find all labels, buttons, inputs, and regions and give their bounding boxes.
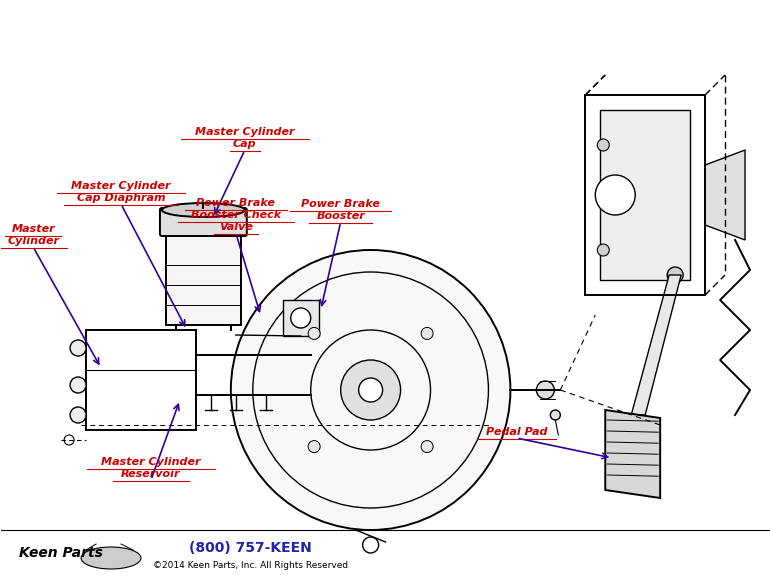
Text: Cap Diaphram: Cap Diaphram	[77, 193, 166, 203]
Text: Cylinder: Cylinder	[7, 236, 59, 246]
Text: Master Cylinder: Master Cylinder	[101, 457, 201, 467]
Text: Master Cylinder: Master Cylinder	[72, 181, 171, 191]
Ellipse shape	[81, 547, 141, 569]
Circle shape	[551, 410, 561, 420]
Circle shape	[421, 441, 433, 453]
Circle shape	[231, 250, 511, 530]
Text: Power Brake: Power Brake	[196, 198, 275, 208]
Text: Master: Master	[12, 224, 55, 234]
Circle shape	[421, 328, 433, 339]
Circle shape	[70, 340, 86, 356]
Text: Cap: Cap	[233, 139, 256, 149]
Polygon shape	[705, 150, 745, 240]
Circle shape	[595, 175, 635, 215]
Text: Keen Parts: Keen Parts	[19, 546, 103, 560]
Circle shape	[70, 407, 86, 423]
Text: Valve: Valve	[219, 222, 253, 232]
Circle shape	[598, 139, 609, 151]
FancyBboxPatch shape	[601, 110, 690, 280]
Circle shape	[308, 328, 320, 339]
Ellipse shape	[162, 203, 245, 217]
Circle shape	[667, 267, 683, 283]
Text: Power Brake: Power Brake	[301, 199, 380, 209]
Text: Booster Check: Booster Check	[191, 210, 281, 220]
Text: Reservoir: Reservoir	[121, 469, 181, 479]
Text: ©2014 Keen Parts, Inc. All Rights Reserved: ©2014 Keen Parts, Inc. All Rights Reserv…	[153, 560, 348, 570]
Text: Master Cylinder: Master Cylinder	[195, 127, 295, 137]
FancyBboxPatch shape	[166, 230, 241, 325]
Circle shape	[70, 377, 86, 393]
FancyBboxPatch shape	[283, 300, 319, 336]
Text: (800) 757-KEEN: (800) 757-KEEN	[189, 541, 312, 555]
Circle shape	[291, 308, 311, 328]
Circle shape	[537, 381, 554, 399]
Text: Booster: Booster	[316, 211, 365, 221]
Circle shape	[308, 441, 320, 453]
Text: Pedal Pad: Pedal Pad	[486, 427, 547, 437]
Polygon shape	[631, 275, 681, 415]
Polygon shape	[605, 410, 660, 498]
Circle shape	[598, 244, 609, 256]
FancyBboxPatch shape	[160, 208, 247, 236]
Circle shape	[359, 378, 383, 402]
Circle shape	[340, 360, 400, 420]
